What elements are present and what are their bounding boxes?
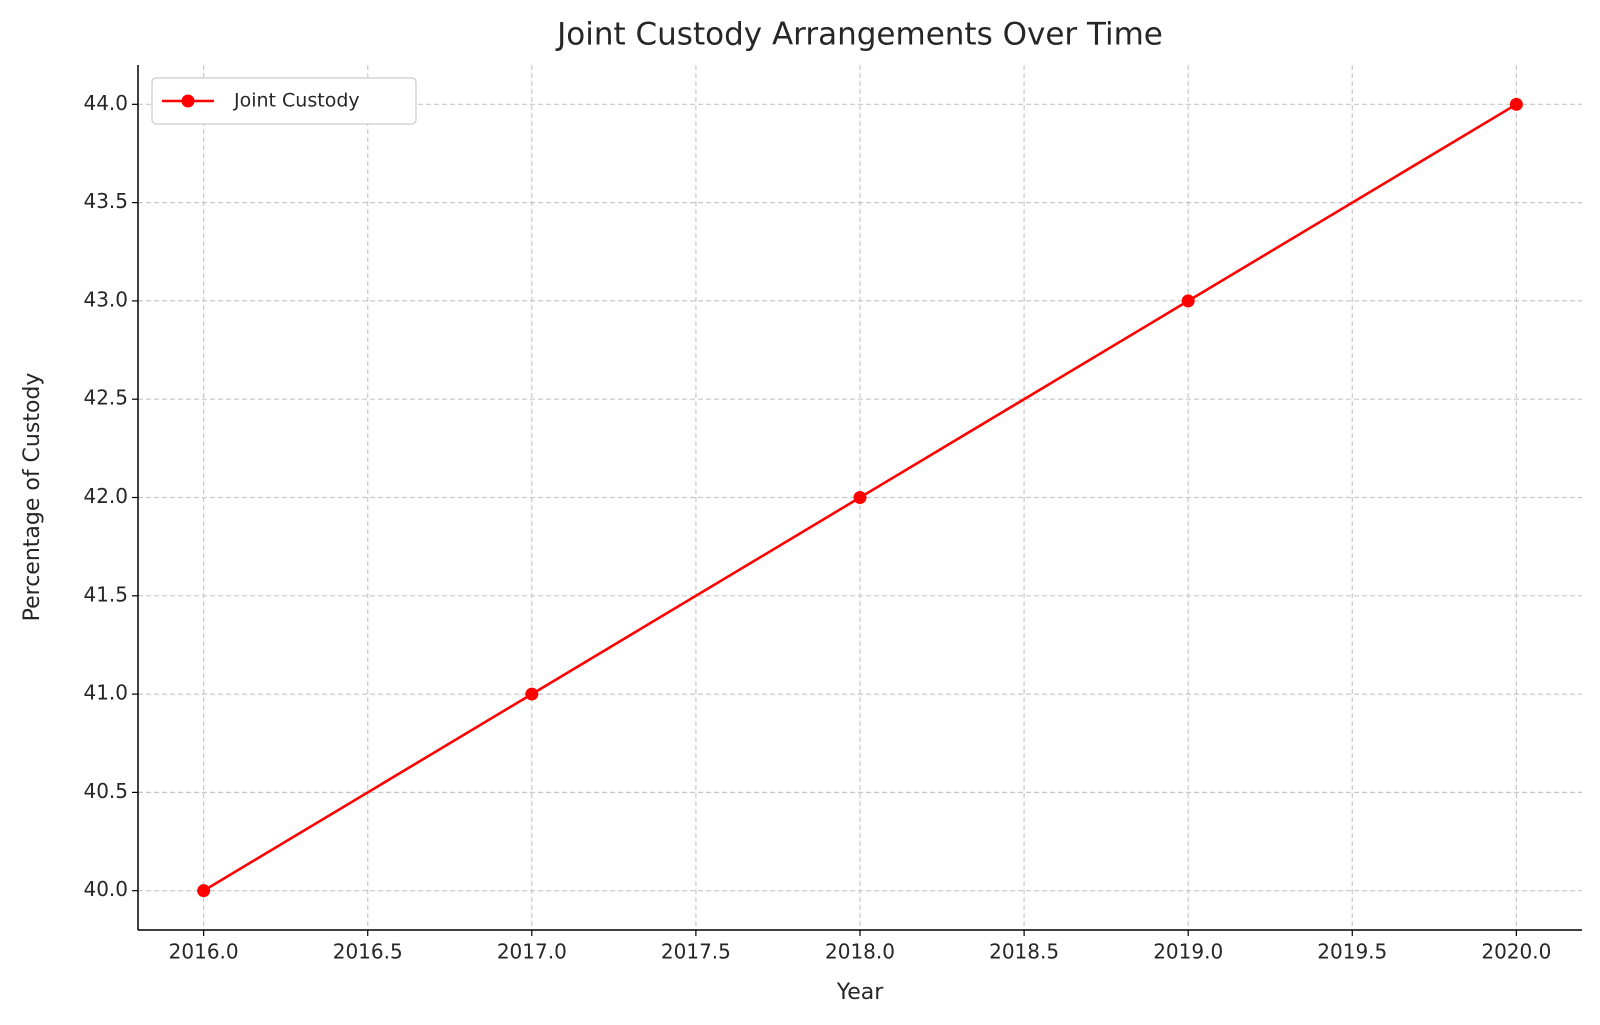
chart-title: Joint Custody Arrangements Over Time xyxy=(555,17,1163,53)
x-tick-label: 2017.0 xyxy=(497,940,567,964)
x-tick-label: 2016.0 xyxy=(169,940,239,964)
y-tick-label: 43.0 xyxy=(83,287,128,311)
x-tick-label: 2019.5 xyxy=(1317,940,1387,964)
y-tick-label: 43.5 xyxy=(83,189,128,213)
x-tick-label: 2018.5 xyxy=(989,940,1059,964)
y-tick-label: 41.5 xyxy=(83,582,128,606)
x-axis-label: Year xyxy=(836,980,885,1005)
data-point xyxy=(197,884,211,898)
x-tick-label: 2018.0 xyxy=(825,940,895,964)
x-tick-label: 2017.5 xyxy=(661,940,731,964)
x-tick-label: 2016.5 xyxy=(333,940,403,964)
data-point xyxy=(525,687,539,701)
legend-box xyxy=(151,77,417,125)
data-point xyxy=(853,491,867,504)
y-tick-label: 41.0 xyxy=(83,681,128,705)
data-point xyxy=(1509,97,1523,111)
x-tick-label: 2020.0 xyxy=(1481,940,1551,964)
data-point xyxy=(1181,294,1195,308)
y-tick-label: 44.0 xyxy=(83,91,128,115)
legend-label: Joint Custody xyxy=(233,90,360,112)
y-axis-label: Percentage of Custody xyxy=(20,373,45,622)
y-tick-label: 40.5 xyxy=(83,779,128,803)
x-tick-label: 2019.0 xyxy=(1153,940,1223,964)
legend-marker xyxy=(181,94,195,108)
y-tick-label: 40.0 xyxy=(83,877,128,901)
y-tick-label: 42.0 xyxy=(83,484,128,508)
y-tick-label: 42.5 xyxy=(83,386,128,410)
